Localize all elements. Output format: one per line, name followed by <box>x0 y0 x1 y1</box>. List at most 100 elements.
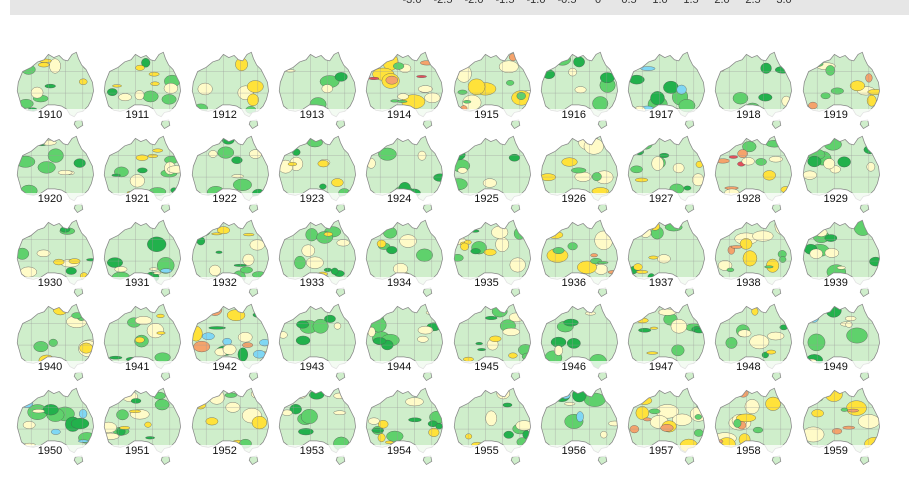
anomaly-region <box>482 178 497 188</box>
anomaly-region <box>377 433 386 443</box>
australia-map <box>278 51 356 130</box>
anomaly-region <box>294 255 306 270</box>
year-label: 1958 <box>712 445 785 457</box>
anomaly-region <box>802 140 815 151</box>
anomaly-region <box>79 409 88 419</box>
anomaly-region <box>321 84 333 94</box>
anomaly-region <box>600 431 608 439</box>
australia-map <box>802 387 880 466</box>
year-label: 1922 <box>188 193 261 205</box>
map-panel: 1955 <box>450 386 537 470</box>
anomaly-region <box>721 55 736 64</box>
anomaly-region <box>590 253 598 258</box>
anomaly-region <box>131 398 142 404</box>
anomaly-region <box>568 67 577 77</box>
australia-map <box>16 135 94 214</box>
anomaly-region <box>650 91 665 106</box>
anomaly-region <box>825 304 842 318</box>
year-label: 1921 <box>101 193 174 205</box>
map-panel: 1959 <box>799 386 886 470</box>
map-panel: 1932 <box>188 218 275 302</box>
year-label: 1930 <box>14 277 86 289</box>
anomaly-region <box>420 60 435 66</box>
anomaly-region <box>638 328 652 333</box>
anomaly-region <box>469 248 481 255</box>
anomaly-region <box>766 349 777 355</box>
anomaly-region <box>764 265 774 269</box>
year-label: 1924 <box>363 193 436 205</box>
anomaly-region <box>672 413 693 426</box>
anomaly-region <box>242 233 254 237</box>
anomaly-region <box>86 258 94 262</box>
anomaly-region <box>145 436 156 440</box>
anomaly-region <box>317 160 330 168</box>
year-label: 1917 <box>625 109 698 121</box>
year-label: 1959 <box>799 445 872 457</box>
australia-map <box>715 303 793 382</box>
anomaly-region <box>49 58 61 74</box>
anomaly-region <box>767 331 785 341</box>
anomaly-region <box>109 355 123 360</box>
anomaly-region <box>740 238 753 250</box>
anomaly-region <box>296 320 309 329</box>
map-panel: 1937 <box>625 218 711 302</box>
australia-map <box>802 135 880 214</box>
anomaly-region <box>476 348 486 351</box>
anomaly-region <box>453 254 464 262</box>
anomaly-region <box>136 154 149 161</box>
anomaly-region <box>249 239 265 251</box>
anomaly-region <box>208 150 218 158</box>
map-panel: 1944 <box>363 302 449 386</box>
anomaly-region <box>393 62 405 70</box>
anomaly-region <box>802 170 817 180</box>
anomaly-region <box>467 78 485 95</box>
anomaly-region <box>81 55 94 71</box>
anomaly-region <box>289 404 302 415</box>
anomaly-region <box>845 321 853 328</box>
year-label: 1923 <box>275 193 348 205</box>
anomaly-region <box>729 155 739 159</box>
map-panel: 1926 <box>537 134 624 218</box>
anomaly-region <box>294 388 308 399</box>
anomaly-region <box>336 239 350 247</box>
year-label: 1914 <box>363 109 436 121</box>
anomaly-region <box>170 187 179 193</box>
map-panel: 1945 <box>450 302 537 386</box>
anomaly-region <box>823 158 835 170</box>
anomaly-region <box>134 90 145 101</box>
year-label: 1949 <box>799 361 872 373</box>
map-panel: 1914 <box>363 50 449 134</box>
anomaly-region <box>658 308 677 316</box>
anomaly-region <box>418 85 433 93</box>
anomaly-region <box>837 156 851 168</box>
anomaly-region <box>650 326 659 330</box>
legend-tick-label: 0.5 <box>621 0 637 6</box>
australia-map <box>627 219 706 298</box>
anomaly-region <box>386 430 404 442</box>
anomaly-region <box>197 82 213 96</box>
anomaly-region <box>331 178 344 187</box>
anomaly-region <box>574 86 587 94</box>
legend-tick-label: 3.0 <box>776 0 792 6</box>
anomaly-region <box>743 250 758 267</box>
anomaly-region <box>116 409 130 421</box>
map-panel: 1918 <box>712 50 798 134</box>
anomaly-region <box>574 171 592 182</box>
australia-map <box>453 51 531 130</box>
anomaly-region <box>505 80 514 86</box>
anomaly-region <box>847 408 859 413</box>
year-label: 1956 <box>537 445 610 457</box>
australia-map <box>278 219 356 298</box>
map-panel: 1950 <box>14 386 100 470</box>
anomaly-region <box>217 146 234 159</box>
australia-map <box>627 303 706 382</box>
anomaly-region <box>597 261 609 264</box>
anomaly-region <box>79 342 93 354</box>
anomaly-region <box>57 170 73 176</box>
year-label: 1918 <box>712 109 785 121</box>
australia-map <box>627 387 706 466</box>
map-panel: 1933 <box>275 218 362 302</box>
anomaly-region <box>416 248 434 262</box>
anomaly-region <box>225 402 240 413</box>
anomaly-region <box>453 393 465 396</box>
